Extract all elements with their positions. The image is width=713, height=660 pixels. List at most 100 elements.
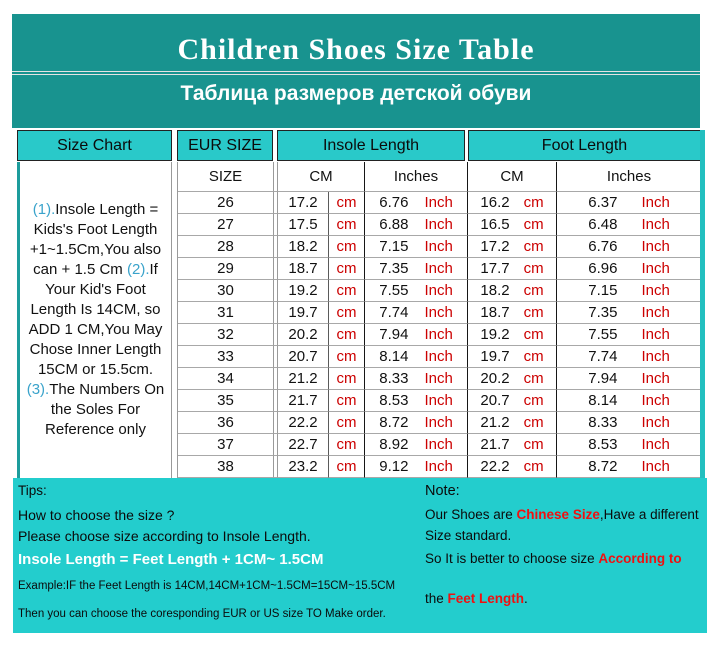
insole-inches-value: 8.14	[379, 348, 409, 365]
foot-inches-value: 7.55	[588, 326, 618, 343]
foot-cm-unit: cm	[523, 194, 544, 211]
spacer-cell	[273, 368, 278, 390]
foot-cm-value: 20.7	[480, 392, 510, 409]
foot-inches-value: 8.33	[588, 414, 618, 431]
subheader-insole-cm: CM	[278, 162, 365, 192]
size-table: SIZE CM Inches CM Inches 26 17.2 cm 6.76…	[177, 162, 702, 478]
foot-cm-value: 19.2	[480, 326, 510, 343]
foot-inches-value: 6.37	[588, 194, 618, 211]
spacer-cell	[273, 192, 278, 214]
foot-cm-unit: cm	[523, 348, 544, 365]
foot-inches-unit: Inch	[641, 194, 670, 211]
insole-inches-unit: Inch	[424, 436, 453, 453]
size-table-body: SIZE CM Inches CM Inches 26 17.2 cm 6.76…	[178, 162, 702, 478]
insole-inches-value: 8.53	[379, 392, 409, 409]
eur-size-cell: 29	[178, 258, 273, 280]
foot-cm-value: 21.7	[480, 436, 510, 453]
spacer-cell	[273, 236, 278, 258]
eur-size-cell: 27	[178, 214, 273, 236]
spacer-cell	[273, 258, 278, 280]
note-paragraph: Size standard.	[425, 528, 512, 543]
tips-line1: How to choose the size ?	[18, 507, 175, 523]
insole-cm-value: 21.2	[278, 368, 328, 390]
tips-footer: Then you can choose the coresponding EUR…	[18, 608, 386, 620]
spacer-cell	[273, 302, 278, 324]
foot-inches-unit: Inch	[641, 238, 670, 255]
insole-cm-value: 18.2	[278, 236, 328, 258]
foot-inches-unit: Inch	[641, 458, 670, 475]
insole-inches-unit: Inch	[424, 194, 453, 211]
foot-cm-unit: cm	[523, 282, 544, 299]
spacer-cell	[273, 390, 278, 412]
note-red-according-to: According to	[598, 551, 682, 566]
eur-size-cell: 30	[178, 280, 273, 302]
foot-cm-value: 19.7	[480, 348, 510, 365]
insole-inches-unit: Inch	[424, 348, 453, 365]
insole-cm-value: 22.7	[278, 434, 328, 456]
table-row: 29 18.7 cm 7.35 Inch 17.7 cm 6.96 Inch	[178, 258, 702, 280]
insole-cm-unit: cm	[328, 236, 365, 258]
insole-cm-unit: cm	[328, 280, 365, 302]
table-row: 26 17.2 cm 6.76 Inch 16.2 cm 6.37 Inch	[178, 192, 702, 214]
insole-cm-unit: cm	[328, 368, 365, 390]
table-row: 31 19.7 cm 7.74 Inch 18.7 cm 7.35 Inch	[178, 302, 702, 324]
table-row: 34 21.2 cm 8.33 Inch 20.2 cm 7.94 Inch	[178, 368, 702, 390]
insole-cm-value: 20.7	[278, 346, 328, 368]
foot-inches-value: 6.96	[588, 260, 618, 277]
insole-cm-value: 21.7	[278, 390, 328, 412]
foot-cm-unit: cm	[523, 436, 544, 453]
note-paragraph: Our Shoes are Chinese Size,Have a differ…	[425, 507, 699, 522]
foot-inches-value: 7.15	[588, 282, 618, 299]
right-accent-bar	[700, 130, 705, 478]
insole-cm-unit: cm	[328, 412, 365, 434]
insole-cm-value: 17.2	[278, 192, 328, 214]
foot-cm-value: 21.2	[480, 414, 510, 431]
foot-cm-unit: cm	[523, 414, 544, 431]
insole-cm-value: 23.2	[278, 456, 328, 478]
subheader-foot-inches: Inches	[556, 162, 702, 192]
insole-inches-value: 7.15	[379, 238, 409, 255]
foot-cm-unit: cm	[523, 216, 544, 233]
foot-cm-value: 22.2	[480, 458, 510, 475]
insole-inches-unit: Inch	[424, 216, 453, 233]
eur-size-cell: 31	[178, 302, 273, 324]
foot-inches-unit: Inch	[641, 216, 670, 233]
foot-inches-value: 7.74	[588, 348, 618, 365]
spacer-cell	[273, 346, 278, 368]
table-row: 30 19.2 cm 7.55 Inch 18.2 cm 7.15 Inch	[178, 280, 702, 302]
insole-cm-unit: cm	[328, 214, 365, 236]
page-title: Children Shoes Size Table	[177, 33, 535, 66]
insole-cm-unit: cm	[328, 324, 365, 346]
spacer-cell	[273, 280, 278, 302]
insole-inches-value: 6.88	[379, 216, 409, 233]
foot-inches-unit: Inch	[641, 326, 670, 343]
header-foot-length: Foot Length	[468, 130, 701, 161]
insole-cm-unit: cm	[328, 390, 365, 412]
header-insole-length: Insole Length	[277, 130, 465, 161]
foot-inches-unit: Inch	[641, 260, 670, 277]
insole-cm-value: 19.2	[278, 280, 328, 302]
table-row: 28 18.2 cm 7.15 Inch 17.2 cm 6.76 Inch	[178, 236, 702, 258]
note-marker: (2).	[126, 261, 150, 278]
eur-size-cell: 32	[178, 324, 273, 346]
eur-size-cell: 35	[178, 390, 273, 412]
insole-inches-unit: Inch	[424, 414, 453, 431]
foot-cm-unit: cm	[523, 392, 544, 409]
table-row: 27 17.5 cm 6.88 Inch 16.5 cm 6.48 Inch	[178, 214, 702, 236]
insole-inches-unit: Inch	[424, 392, 453, 409]
insole-inches-unit: Inch	[424, 238, 453, 255]
tips-label: Tips:	[18, 483, 47, 498]
insole-inches-value: 8.33	[379, 370, 409, 387]
insole-inches-unit: Inch	[424, 304, 453, 321]
insole-inches-value: 8.92	[379, 436, 409, 453]
foot-inches-unit: Inch	[641, 436, 670, 453]
foot-cm-unit: cm	[523, 458, 544, 475]
foot-inches-value: 8.14	[588, 392, 618, 409]
foot-inches-value: 7.35	[588, 304, 618, 321]
insole-cm-unit: cm	[328, 192, 365, 214]
foot-cm-value: 18.7	[480, 304, 510, 321]
note-marker: (1).	[32, 201, 56, 218]
foot-cm-unit: cm	[523, 304, 544, 321]
spacer-cell	[273, 434, 278, 456]
insole-cm-unit: cm	[328, 302, 365, 324]
